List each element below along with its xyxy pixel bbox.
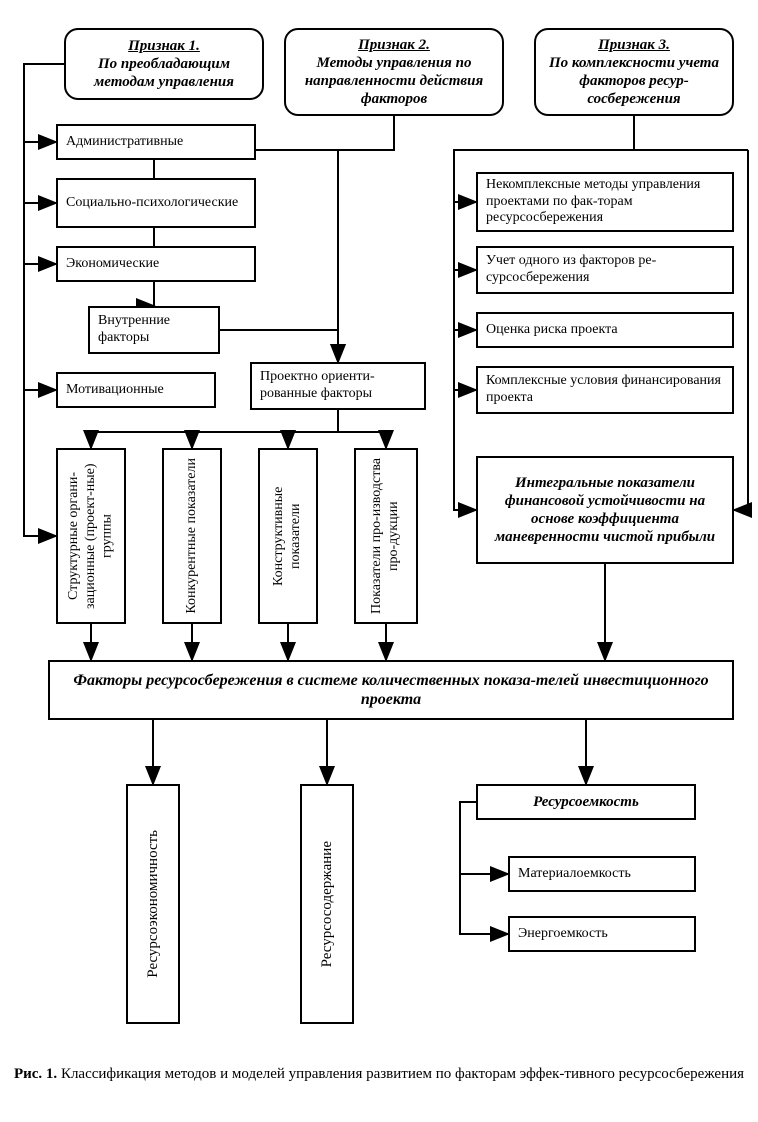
node-kompl: Комплексные условия финансирования проек… (476, 366, 734, 414)
node-econ: Экономические (56, 246, 256, 282)
node-text: Ресурсосодержание (318, 841, 336, 967)
node-text: Структурные органи-зационные (проект-ные… (66, 454, 116, 618)
edge (220, 330, 338, 362)
node-text: Методы управления по направленности дейс… (294, 54, 494, 108)
node-inner: Внутренние факторы (88, 306, 220, 354)
node-energo: Энергоемкость (508, 916, 696, 952)
edge (454, 390, 476, 510)
edge (338, 432, 386, 448)
node-v4: Показатели про-изводства про-дукции (354, 448, 418, 624)
node-header1: Признак 1.По преобладающим методам управ… (64, 28, 264, 100)
figure-caption: Рис. 1. Классификация методов и моделей … (0, 1066, 758, 1083)
node-factory: Факторы ресурсосбережения в системе коли… (48, 660, 734, 720)
node-vres2: Ресурсосодержание (300, 784, 354, 1024)
edge (288, 432, 338, 448)
node-v3: Конструктивные показатели (258, 448, 318, 624)
node-title: Признак 2. (294, 36, 494, 54)
node-v1: Структурные органи-зационные (проект-ные… (56, 448, 126, 624)
edge (734, 150, 748, 510)
edge (91, 410, 338, 448)
node-projf: Проектно ориенти-рованные факторы (250, 362, 426, 410)
node-integral: Интегральные показатели финансовой устой… (476, 456, 734, 564)
node-admin: Административные (56, 124, 256, 160)
node-text: Ресурсоэкономичность (144, 830, 162, 978)
edge (454, 270, 476, 330)
edge (24, 390, 56, 536)
edge (192, 432, 338, 448)
node-vres1: Ресурсоэкономичность (126, 784, 180, 1024)
node-text: Показатели про-изводства про-дукции (369, 454, 403, 618)
node-motiv: Мотивационные (56, 372, 216, 408)
caption-label: Рис. 1. (14, 1066, 57, 1082)
node-header3: Признак 3.По комплексности учета факторо… (534, 28, 734, 116)
node-title: Признак 1. (74, 37, 254, 55)
edge (24, 203, 56, 264)
caption-text: Классификация методов и моделей управлен… (57, 1066, 744, 1082)
node-text: По преобладающим методам управления (74, 55, 254, 91)
node-risk: Оценка риска проекта (476, 312, 734, 348)
node-v2: Конкурентные показатели (162, 448, 222, 624)
node-nekompl: Некомплексные методы управления проектам… (476, 172, 734, 232)
edge (24, 264, 56, 390)
edge (24, 142, 56, 203)
node-text: По комплексности учета факторов ресур-со… (544, 54, 724, 108)
edge (454, 330, 476, 390)
node-header2: Признак 2.Методы управления по направлен… (284, 28, 504, 116)
node-text: Конструктивные показатели (271, 454, 305, 618)
node-resemk: Ресурсоемкость (476, 784, 696, 820)
edge (460, 874, 508, 934)
node-title: Признак 3. (544, 36, 724, 54)
edge (454, 202, 476, 270)
node-text: Конкурентные показатели (184, 458, 201, 614)
node-socpsy: Социально-психологические (56, 178, 256, 228)
node-uchet: Учет одного из факторов ре-сурсосбережен… (476, 246, 734, 294)
node-mater: Материалоемкость (508, 856, 696, 892)
